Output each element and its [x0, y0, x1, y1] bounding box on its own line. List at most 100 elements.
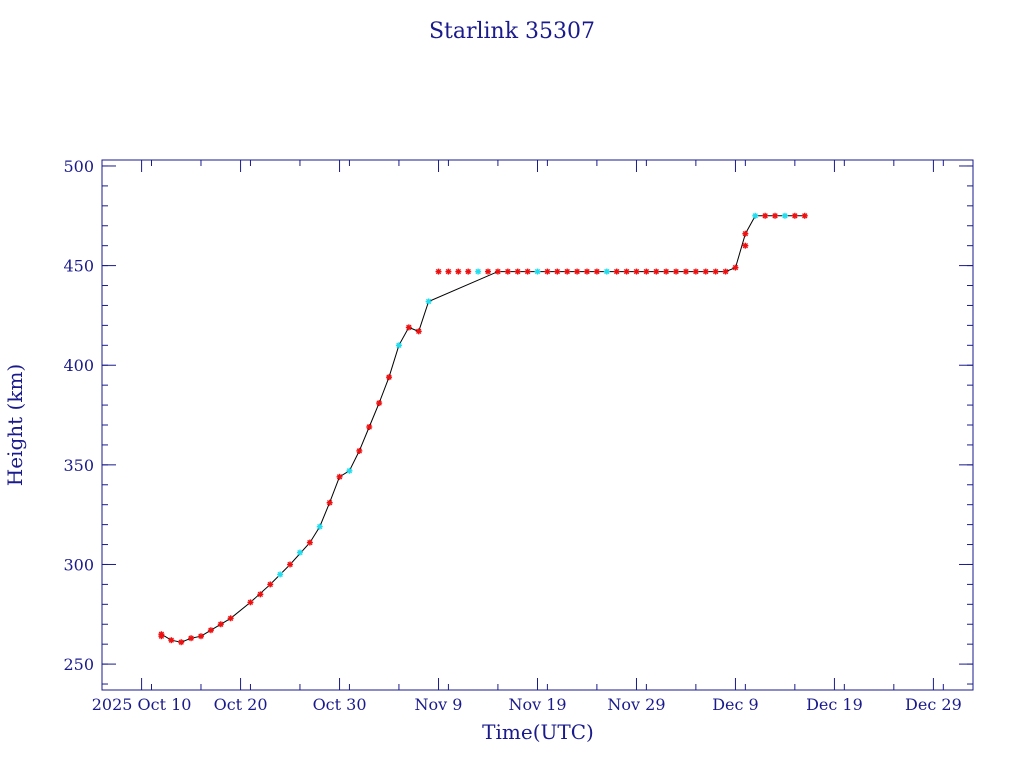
data-point-stroke: [544, 268, 551, 275]
data-point: [534, 268, 541, 275]
data-point: [564, 268, 571, 275]
data-point-stroke: [762, 213, 768, 219]
y-axis-label: Height (km): [3, 364, 27, 486]
data-point-stroke: [277, 571, 283, 578]
data-point-stroke: [782, 213, 788, 219]
data-point: [613, 268, 620, 275]
data-point: [277, 571, 284, 578]
data-point: [722, 268, 729, 275]
data-point-stroke: [633, 268, 640, 275]
data-point-stroke: [297, 549, 303, 556]
data-point: [158, 633, 165, 640]
data-point: [287, 561, 294, 568]
data-point: [781, 212, 788, 219]
data-point-stroke: [584, 268, 590, 275]
data-point-stroke: [445, 268, 452, 275]
data-point: [247, 599, 254, 606]
x-tick-label: Dec 29: [905, 695, 962, 714]
data-point-stroke: [366, 424, 372, 430]
data-point-stroke: [455, 268, 462, 275]
data-point-stroke: [722, 268, 729, 275]
data-point: [217, 621, 224, 628]
x-tick-label: Oct 20: [214, 695, 268, 714]
y-tick-label: 300: [63, 555, 94, 574]
plot-area: [158, 212, 808, 646]
data-point: [445, 268, 452, 275]
data-point-stroke: [693, 268, 699, 275]
data-point-stroke: [653, 268, 659, 275]
data-point-stroke: [505, 268, 511, 275]
data-point-stroke: [158, 633, 165, 639]
data-point: [603, 268, 610, 275]
data-point: [296, 549, 303, 556]
plot-frame: [101, 159, 974, 691]
data-point: [346, 467, 353, 474]
data-point-stroke: [317, 523, 323, 530]
data-point: [673, 268, 680, 275]
data-point: [633, 268, 640, 275]
data-point-stroke: [564, 268, 570, 275]
data-point-stroke: [712, 268, 719, 275]
data-point: [405, 324, 412, 331]
data-point: [742, 230, 749, 237]
data-point: [574, 268, 581, 275]
data-point: [395, 342, 402, 349]
data-point: [188, 635, 195, 642]
data-point: [544, 268, 551, 275]
data-point-stroke: [772, 213, 778, 219]
data-point: [326, 499, 333, 506]
y-tick-label: 500: [63, 157, 94, 176]
data-point: [485, 268, 492, 275]
data-point-stroke: [792, 213, 798, 219]
data-point: [623, 268, 630, 275]
data-point-stroke: [208, 627, 214, 633]
data-point: [524, 268, 531, 275]
data-point-stroke: [742, 231, 749, 237]
data-point-stroke: [465, 268, 471, 275]
data-point-stroke: [188, 635, 194, 641]
data-point-stroke: [495, 268, 501, 275]
data-point-stroke: [336, 474, 343, 480]
data-point: [514, 268, 521, 275]
data-point-stroke: [515, 268, 521, 275]
data-point-stroke: [218, 621, 224, 627]
data-point: [742, 242, 749, 249]
series-line: [161, 215, 805, 643]
y-axis: 250 300 350 400 450 500: [63, 157, 973, 685]
data-point-stroke: [267, 581, 273, 588]
data-point-stroke: [406, 324, 412, 331]
data-point-stroke: [703, 268, 709, 275]
data-point-stroke: [643, 268, 650, 275]
data-point-stroke: [356, 448, 363, 454]
data-point-stroke: [198, 633, 204, 639]
y-tick-label: 250: [63, 655, 94, 674]
data-point: [732, 264, 739, 271]
data-point-stroke: [326, 500, 333, 506]
data-point: [178, 639, 185, 646]
data-point: [752, 212, 759, 219]
data-point: [653, 268, 660, 275]
x-tick-label: 2025 Oct 10: [92, 695, 192, 714]
data-point-stroke: [178, 639, 184, 645]
data-point: [415, 328, 422, 335]
y-tick-label: 350: [63, 456, 94, 475]
data-point: [435, 268, 442, 275]
data-point-stroke: [376, 400, 382, 406]
x-tick-label: Dec 9: [712, 695, 759, 714]
data-point-stroke: [227, 615, 234, 621]
data-point: [494, 268, 501, 275]
data-point-stroke: [257, 591, 264, 598]
data-point: [801, 212, 808, 219]
data-point: [504, 268, 511, 275]
x-tick-label: Nov 9: [415, 695, 463, 714]
data-point: [712, 268, 719, 275]
data-point-stroke: [752, 213, 758, 219]
data-point-stroke: [524, 268, 531, 275]
data-point-stroke: [554, 268, 560, 275]
data-point-stroke: [287, 561, 293, 568]
data-point: [682, 268, 689, 275]
data-point: [207, 627, 214, 634]
data-point: [702, 268, 709, 275]
data-point-stroke: [346, 468, 353, 474]
data-point-stroke: [435, 268, 442, 275]
